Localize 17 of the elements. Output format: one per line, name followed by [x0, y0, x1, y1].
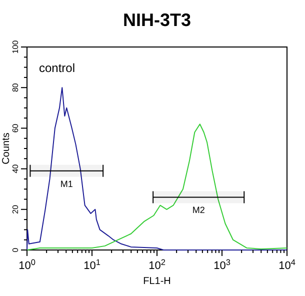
y-tick-label: 40: [11, 164, 20, 174]
chart-title: NIH-3T3: [122, 10, 192, 30]
x-tick-label: 10$^{2}$: [148, 258, 166, 272]
annotation: control: [39, 61, 76, 75]
y-tick-label: 100: [11, 40, 20, 54]
y-tick-label: 80: [11, 82, 20, 92]
band-label: M1: [60, 178, 73, 189]
y-tick-label: 0: [11, 247, 20, 252]
x-tick-label: 10$^{0}$: [18, 258, 36, 272]
y-tick-label: 20: [11, 204, 20, 214]
y-axis-title: Counts: [1, 132, 12, 164]
x-tick-label: 10$^{4}$: [278, 258, 296, 272]
x-tick-label: 10$^{1}$: [84, 258, 101, 272]
y-tick-label: 60: [11, 123, 20, 133]
x-tick-label: 10$^{3}$: [214, 258, 231, 272]
x-axis-title: FL1-H: [143, 276, 171, 287]
band-label: M2: [192, 205, 205, 216]
